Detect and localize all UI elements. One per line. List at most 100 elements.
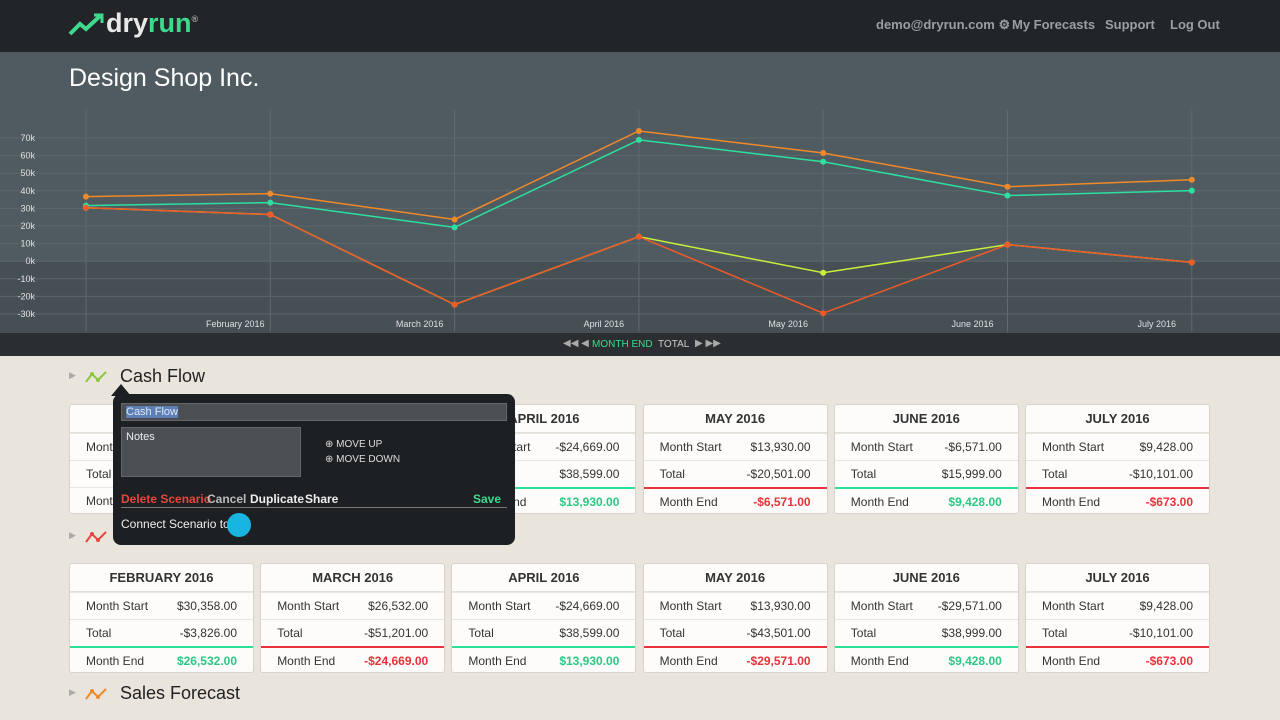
scenario-popup: Cash Flow Notes ⊕ MOVE UP ⊕ MOVE DOWN De… [111, 384, 515, 545]
row-value: $38,999.00 [941, 626, 1002, 640]
prev-arrows[interactable]: ◀◀ ◀ [563, 338, 589, 349]
y-tick-label: 0k [25, 256, 35, 266]
row-label: Month End [468, 654, 527, 668]
row-value: $13,930.00 [750, 440, 811, 454]
top-bar: dryrun® demo@dryrun.com ⚙ My Forecasts S… [0, 0, 1280, 52]
share-button[interactable]: Share [305, 492, 339, 506]
collapse-toggle[interactable]: ▶ [69, 530, 76, 540]
card-row: Month End $26,532.00 [70, 646, 253, 672]
row-label: Month End [86, 654, 145, 668]
row-label: Month Start [468, 599, 531, 613]
card-row: Month End -$29,571.00 [643, 646, 827, 672]
card-row: Total $38,599.00 [452, 619, 636, 646]
xero-button[interactable] [227, 513, 251, 537]
collapse-toggle[interactable]: ▶ [69, 687, 76, 697]
section-icon [85, 371, 107, 383]
delete-button[interactable]: Delete Scenario [121, 492, 212, 506]
notes-input[interactable]: Notes [121, 427, 301, 477]
row-label: Month End [850, 495, 909, 509]
data-point [267, 199, 274, 206]
data-point [635, 233, 642, 240]
data-point [820, 269, 827, 276]
row-label: Month End [850, 654, 909, 668]
data-point [1004, 192, 1011, 199]
duplicate-button[interactable]: Duplicate [250, 492, 305, 506]
nav-link[interactable]: Log Out [1170, 17, 1220, 32]
row-value: -$24,669.00 [555, 440, 620, 454]
row-label: Total [468, 626, 494, 640]
view-toggle: ◀◀ ◀ MONTH END TOTAL ▶ ▶▶ [0, 333, 1280, 356]
row-label: Month Start [277, 599, 340, 613]
logo-mark: ® [191, 14, 199, 24]
card-row: Total $15,999.00 [834, 460, 1018, 487]
data-point [451, 301, 458, 308]
card-row: Month End -$24,669.00 [261, 646, 445, 672]
card-header: MARCH 2016 [261, 564, 445, 592]
row-label: Month Start [659, 440, 722, 454]
card-row: Total -$10,101.00 [1026, 460, 1209, 487]
row-value: -$20,501.00 [746, 467, 811, 481]
month-card: MAY 2016 Month Start $13,930.00 Total -$43,5… [642, 563, 828, 673]
collapse-toggle[interactable]: ▶ [69, 370, 76, 380]
row-value: -$24,669.00 [555, 599, 620, 613]
card-row: Month Start $26,532.00 [261, 592, 445, 619]
toggle-option[interactable]: TOTAL [658, 339, 690, 350]
data-point [820, 310, 827, 317]
row-value: $38,599.00 [559, 467, 620, 481]
x-tick-label: May 2016 [768, 319, 808, 329]
nav-link[interactable]: Support [1105, 17, 1155, 32]
month-card: JUNE 2016 Month Start -$6,571.00 Total $15,9… [833, 404, 1019, 514]
user-email[interactable]: demo@dryrun.com ⚙ [876, 17, 1011, 32]
next-arrows[interactable]: ▶ ▶▶ [695, 338, 721, 349]
data-point [267, 211, 274, 218]
data-point [451, 216, 458, 223]
card-row: Month Start $13,930.00 [643, 592, 827, 619]
card-row: Month End $13,930.00 [452, 646, 636, 672]
card-row: Month Start -$24,669.00 [452, 592, 636, 619]
row-label: Month End [1042, 495, 1101, 509]
row-value: -$10,101.00 [1128, 467, 1193, 481]
row-value: $38,599.00 [559, 626, 620, 640]
card-row: Total $38,999.00 [834, 619, 1018, 646]
row-value: $13,930.00 [559, 495, 620, 509]
card-header: FEBRUARY 2016 [70, 564, 253, 592]
row-label: Month Start [1042, 599, 1105, 613]
nav-link[interactable]: My Forecasts [1012, 17, 1096, 32]
row-label: Total [1042, 626, 1068, 640]
y-tick-label: -30k [17, 309, 35, 319]
save-button[interactable]: Save [473, 492, 502, 506]
logo[interactable]: dryrun® [106, 8, 198, 39]
y-tick-label: 50k [20, 168, 35, 178]
row-label: Total [659, 626, 685, 640]
data-point [635, 136, 642, 143]
card-row: Month Start -$29,571.00 [834, 592, 1018, 619]
y-tick-label: 20k [20, 221, 35, 231]
row-value: -$6,571.00 [944, 440, 1002, 454]
card-row: Total -$10,101.00 [1026, 619, 1209, 646]
cancel-button[interactable]: Cancel [207, 492, 247, 506]
row-label: Month Start [850, 599, 913, 613]
card-header: MAY 2016 [643, 405, 827, 433]
row-value: $30,358.00 [176, 599, 237, 613]
row-label: Month End [1042, 654, 1101, 668]
row-value: $13,930.00 [750, 599, 811, 613]
card-row: Month Start $9,428.00 [1026, 433, 1209, 460]
card-header: JULY 2016 [1026, 405, 1209, 433]
card-header: JUNE 2016 [834, 405, 1018, 433]
row-label: Total [659, 467, 685, 481]
card-row: Month End -$673.00 [1026, 646, 1209, 672]
row-value: $15,999.00 [941, 467, 1002, 481]
row-value: $9,428.00 [1139, 440, 1193, 454]
row-value: -$43,501.00 [746, 626, 811, 640]
month-card: JULY 2016 Month Start $9,428.00 Total -$10,1… [1025, 563, 1210, 673]
name-input[interactable]: Cash Flow [121, 403, 507, 421]
move-up[interactable]: ⊕ MOVE UP [325, 439, 383, 450]
card-row: Total -$43,501.00 [643, 619, 827, 646]
chart: February 2016 March 2016 April 2016 May 201… [0, 110, 1280, 333]
row-label: Total [86, 467, 112, 481]
card-header: APRIL 2016 [452, 564, 636, 592]
card-row: Month End $9,428.00 [834, 487, 1018, 513]
toggle-option[interactable]: MONTH END [592, 339, 653, 350]
move-down[interactable]: ⊕ MOVE DOWN [325, 454, 401, 465]
row-label: Total [277, 626, 303, 640]
